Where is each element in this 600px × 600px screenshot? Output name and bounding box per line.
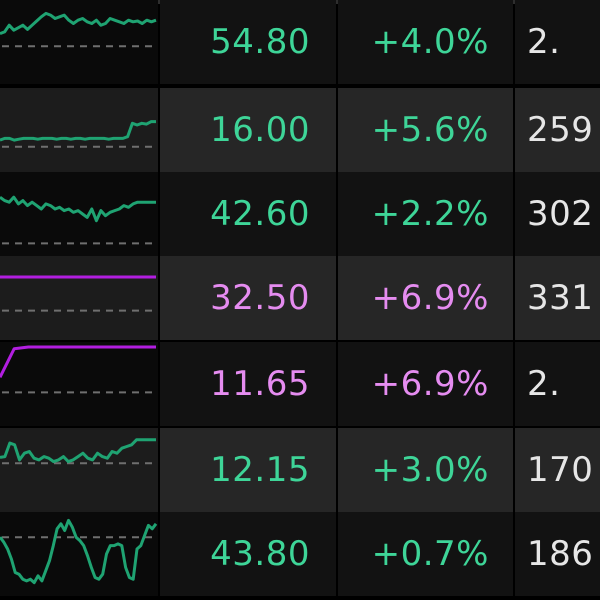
change-cell: +3.0% — [338, 428, 513, 512]
change-cell: +5.6% — [338, 88, 513, 172]
sparkline-cell — [0, 172, 158, 256]
sparkline-cell — [0, 342, 158, 426]
sparkline-path — [0, 11, 157, 36]
price-value: 43.80 — [210, 534, 310, 574]
quote-row[interactable]: 11.65 +6.9% 2. — [0, 342, 600, 426]
quote-row[interactable]: 42.60 +2.2% 302 — [0, 172, 600, 256]
change-cell: +2.2% — [338, 172, 513, 256]
sparkline-chart — [0, 11, 157, 48]
price-cell: 54.80 — [160, 0, 336, 84]
price-cell: 16.00 — [160, 88, 336, 172]
price-value: 11.65 — [210, 364, 310, 404]
sparkline-chart — [0, 438, 156, 465]
sparkline-chart — [0, 518, 158, 585]
quote-row[interactable]: 43.80 +0.7% 186 — [0, 512, 600, 596]
sparkline-path — [0, 518, 158, 585]
price-value: 12.15 — [210, 450, 310, 490]
sparkline-path — [0, 195, 156, 223]
sparkline-chart — [0, 275, 156, 312]
price-cell: 43.80 — [160, 512, 336, 596]
change-percent: +3.0% — [371, 450, 489, 490]
volume-value: 170 — [527, 450, 594, 490]
sparkline-cell — [0, 256, 158, 340]
sparkline-chart — [0, 120, 156, 148]
volume-value: 2. — [527, 22, 561, 62]
sparkline-chart — [0, 195, 156, 245]
price-cell: 12.15 — [160, 428, 336, 512]
change-cell: +6.9% — [338, 256, 513, 340]
sparkline-path — [0, 120, 156, 142]
volume-cell: 186 — [515, 512, 600, 596]
volume-cell: 2. — [515, 342, 600, 426]
volume-value: 2. — [527, 364, 561, 404]
sparkline-cell — [0, 0, 158, 84]
price-value: 42.60 — [210, 194, 310, 234]
change-cell: +4.0% — [338, 0, 513, 84]
change-percent: +0.7% — [371, 534, 489, 574]
sparkline-path — [0, 345, 156, 378]
quote-row[interactable]: 16.00 +5.6% 259 — [0, 88, 600, 172]
quote-row[interactable]: 32.50 +6.9% 331 — [0, 256, 600, 340]
change-percent: +5.6% — [371, 110, 489, 150]
volume-value: 186 — [527, 534, 594, 574]
volume-cell: 331 — [515, 256, 600, 340]
price-value: 54.80 — [210, 22, 310, 62]
volume-value: 331 — [527, 278, 594, 318]
volume-value: 259 — [527, 110, 594, 150]
price-value: 32.50 — [210, 278, 310, 318]
price-cell: 11.65 — [160, 342, 336, 426]
change-percent: +4.0% — [371, 22, 489, 62]
change-cell: +6.9% — [338, 342, 513, 426]
price-value: 16.00 — [210, 110, 310, 150]
sparkline-cell — [0, 428, 158, 512]
sparkline-cell — [0, 88, 158, 172]
price-cell: 32.50 — [160, 256, 336, 340]
quote-row[interactable]: 54.80 +4.0% 2. — [0, 0, 600, 84]
volume-cell: 170 — [515, 428, 600, 512]
change-percent: +6.9% — [371, 364, 489, 404]
volume-cell: 2. — [515, 0, 600, 84]
price-cell: 42.60 — [160, 172, 336, 256]
quote-row[interactable]: 12.15 +3.0% 170 — [0, 428, 600, 512]
change-percent: +6.9% — [371, 278, 489, 318]
volume-value: 302 — [527, 194, 594, 234]
change-percent: +2.2% — [371, 194, 489, 234]
change-cell: +0.7% — [338, 512, 513, 596]
volume-cell: 302 — [515, 172, 600, 256]
sparkline-cell — [0, 512, 158, 596]
sparkline-chart — [0, 345, 156, 394]
volume-cell: 259 — [515, 88, 600, 172]
sparkline-path — [0, 438, 156, 464]
